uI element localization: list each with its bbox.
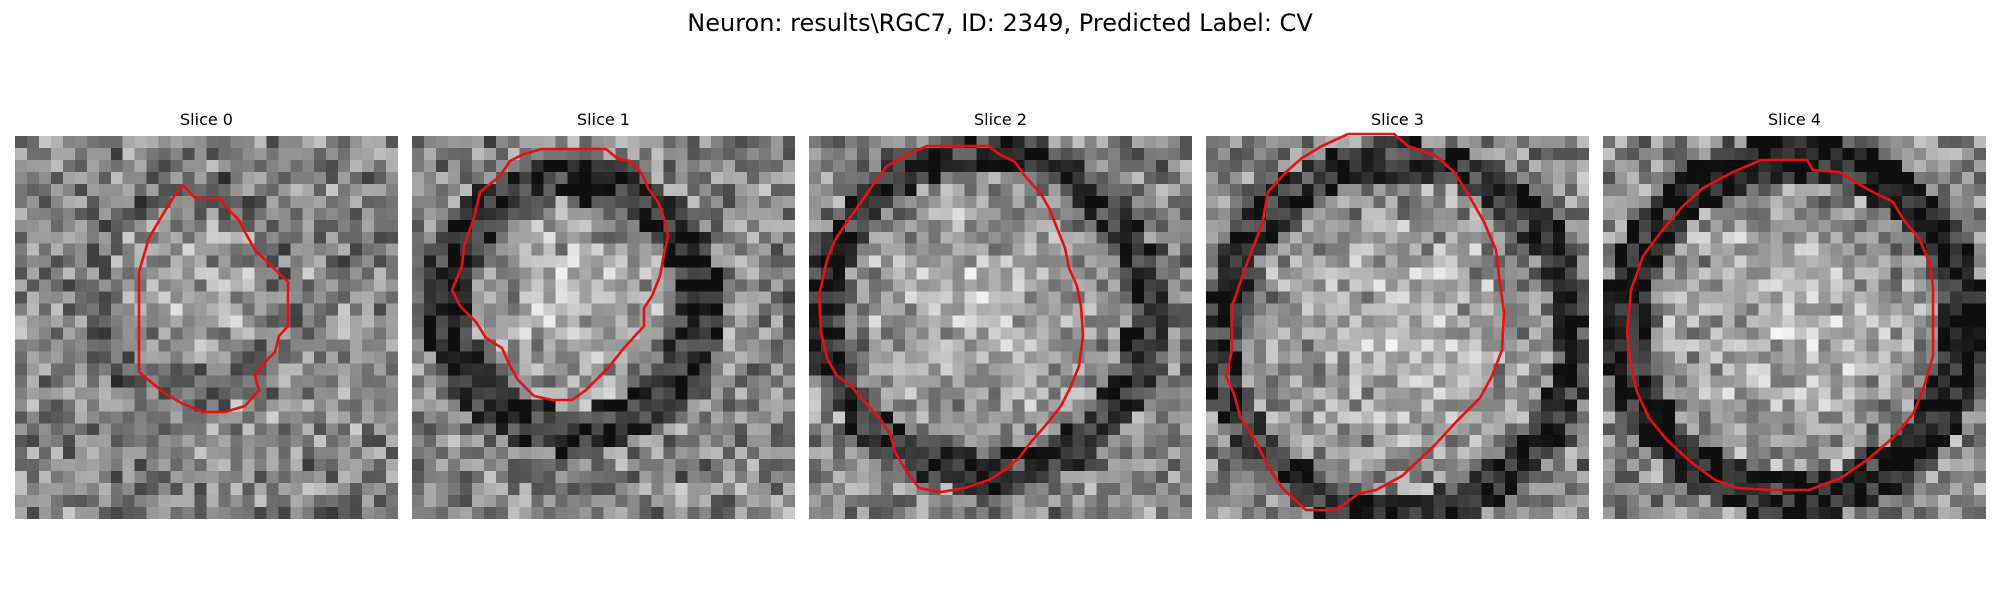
- grayscale-slice: [15, 136, 398, 519]
- contour-overlay: [1625, 158, 1935, 492]
- slice-title: Slice 3: [1371, 110, 1424, 129]
- slice-panel-1: Slice 1: [412, 108, 795, 520]
- slice-panel-4: Slice 4: [1603, 108, 1986, 520]
- contour-overlay: [817, 144, 1085, 494]
- slice-title: Slice 4: [1768, 110, 1821, 129]
- slice-panel-0: Slice 0: [15, 108, 398, 520]
- grayscale-slice: [412, 136, 795, 519]
- contour-overlay: [137, 184, 290, 414]
- slice-panel-3: Slice 3: [1206, 108, 1589, 520]
- grayscale-slice: [1206, 136, 1589, 519]
- slice-title: Slice 0: [180, 110, 233, 129]
- roi-contour: [137, 184, 290, 414]
- slice-title: Slice 1: [577, 110, 630, 129]
- slice-image: [809, 136, 1192, 519]
- contour-overlay: [1224, 132, 1506, 512]
- slice-image: [1206, 132, 1589, 519]
- slice-image: [412, 136, 795, 519]
- figure-title: Neuron: results\RGC7, ID: 2349, Predicte…: [687, 9, 1313, 37]
- contour-overlay: [450, 147, 670, 402]
- roi-contour: [1224, 132, 1506, 512]
- roi-contour: [450, 147, 670, 402]
- roi-contour: [1625, 158, 1935, 492]
- slice-image: [15, 136, 398, 519]
- slice-panel-2: Slice 2: [809, 108, 1192, 520]
- slice-title: Slice 2: [974, 110, 1027, 129]
- slice-image: [1603, 136, 1986, 519]
- grayscale-slice: [1603, 136, 1986, 519]
- roi-contour: [817, 144, 1085, 494]
- grayscale-slice: [809, 136, 1192, 519]
